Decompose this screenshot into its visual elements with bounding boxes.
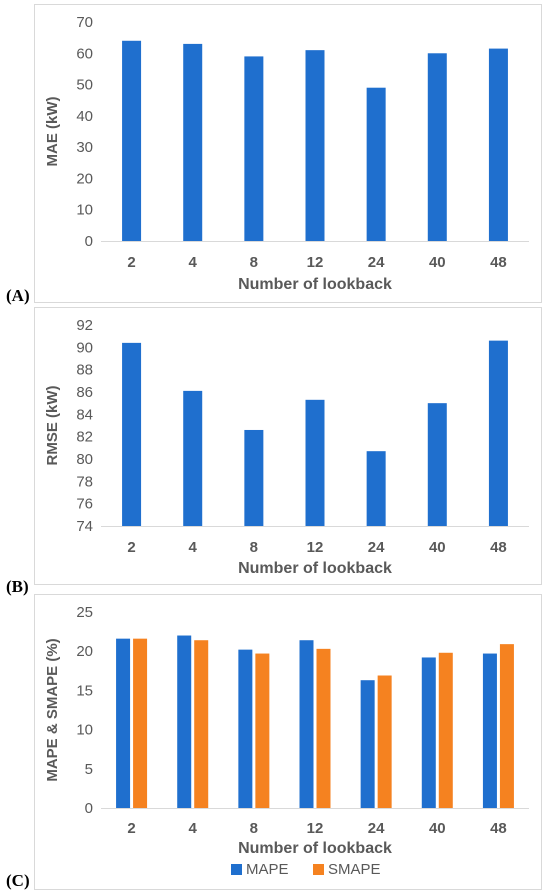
x-tick-label: 2 — [127, 254, 135, 271]
y-tick-label: 25 — [76, 604, 93, 621]
legend-label-mape: MAPE — [246, 861, 289, 878]
x-tick-label: 40 — [429, 254, 446, 271]
legend-label-smape: SMAPE — [328, 861, 381, 878]
bar-smape-2 — [133, 638, 148, 808]
x-tick-label: 12 — [307, 820, 324, 837]
x-tick-label: 24 — [368, 820, 385, 837]
bar-40 — [427, 403, 447, 526]
y-tick-label: 74 — [76, 518, 93, 535]
x-tick-label: 4 — [189, 820, 198, 837]
x-tick-label: 24 — [368, 254, 385, 271]
bar-smape-12 — [316, 648, 331, 808]
bar-mape-8 — [238, 649, 253, 808]
x-tick-label: 40 — [429, 539, 446, 556]
y-tick-label: 20 — [76, 643, 93, 660]
chart-panel-a: 0 10 20 30 40 50 60 70 2 4 8 12 24 40 48 Number of look… — [34, 4, 542, 303]
y-tick-label: 82 — [76, 429, 93, 446]
y-tick-label: 20 — [76, 170, 93, 187]
y-tick-label: 5 — [85, 761, 93, 778]
y-tick-label: 86 — [76, 384, 93, 401]
x-tick-label: 12 — [307, 254, 324, 271]
x-axis-title: Number of lookback — [238, 276, 392, 293]
x-tick-label: 48 — [490, 820, 507, 837]
bar-smape-40 — [438, 652, 453, 808]
bar-48 — [488, 48, 508, 241]
y-tick-label: 50 — [76, 77, 93, 94]
bar-2 — [122, 40, 142, 242]
bar-24 — [366, 87, 386, 241]
y-tick-label: 80 — [76, 451, 93, 468]
y-tick-label: 60 — [76, 45, 93, 62]
legend-swatch-mape — [231, 864, 242, 875]
bar-12 — [305, 50, 325, 242]
chart-panel-b: 74 76 78 80 82 84 86 88 90 92 2 4 8 12 24 40 48 Number of… — [34, 307, 542, 585]
y-tick-label: 40 — [76, 108, 93, 125]
y-tick-label: 76 — [76, 496, 93, 513]
bar-mape-12 — [299, 640, 314, 808]
y-tick-label: 15 — [76, 682, 93, 699]
bar-2 — [122, 342, 142, 526]
bar-40 — [427, 53, 447, 242]
bar-8 — [244, 429, 264, 526]
bar-smape-48 — [499, 644, 514, 808]
bar-smape-8 — [255, 653, 270, 808]
bar-mape-40 — [421, 657, 436, 808]
x-tick-label: 8 — [250, 539, 258, 556]
x-tick-label: 2 — [127, 820, 135, 837]
panel-label-c: (C) — [6, 871, 30, 890]
x-tick-label: 8 — [250, 254, 258, 271]
x-axis-title: Number of lookback — [238, 840, 392, 857]
x-tick-label: 4 — [189, 539, 198, 556]
bar-mape-2 — [116, 638, 131, 808]
x-tick-label: 8 — [250, 820, 258, 837]
bar-4 — [183, 43, 203, 242]
x-tick-label: 48 — [490, 254, 507, 271]
bar-mape-24 — [360, 680, 375, 808]
y-tick-label: 30 — [76, 139, 93, 156]
bar-48 — [488, 340, 508, 526]
y-tick-label: 88 — [76, 362, 93, 379]
y-tick-label: 90 — [76, 339, 93, 356]
y-tick-label: 10 — [76, 202, 93, 219]
y-axis-title: RMSE (kW) — [44, 386, 61, 466]
bar-8 — [244, 56, 264, 241]
y-tick-label: 10 — [76, 722, 93, 739]
bar-smape-4 — [194, 640, 209, 808]
y-tick-label: 92 — [76, 317, 93, 334]
x-tick-label: 48 — [490, 539, 507, 556]
y-tick-label: 0 — [85, 800, 93, 817]
y-tick-label: 70 — [76, 14, 93, 31]
y-axis-title: MAPE & SMAPE (%) — [44, 638, 61, 781]
bar-12 — [305, 399, 325, 526]
x-tick-label: 40 — [429, 820, 446, 837]
bar-smape-24 — [377, 675, 392, 808]
x-axis-title: Number of lookback — [238, 560, 392, 577]
x-tick-label: 2 — [127, 539, 135, 556]
y-tick-label: 0 — [85, 233, 93, 250]
legend-swatch-smape — [313, 864, 324, 875]
x-tick-label: 24 — [368, 539, 385, 556]
chart-panel-c: 0 5 10 15 20 25 2 4 8 12 24 40 48 Number of lookback M… — [34, 594, 542, 890]
bar-mape-48 — [482, 653, 497, 808]
y-axis-title: MAE (kW) — [44, 97, 61, 167]
bar-mape-4 — [177, 635, 192, 808]
bar-4 — [183, 390, 203, 526]
panel-label-b: (B) — [6, 577, 29, 596]
bar-24 — [366, 451, 386, 526]
y-tick-label: 78 — [76, 473, 93, 490]
x-tick-label: 12 — [307, 539, 324, 556]
x-tick-label: 4 — [189, 254, 198, 271]
panel-label-a: (A) — [6, 286, 30, 305]
y-tick-label: 84 — [76, 406, 93, 423]
